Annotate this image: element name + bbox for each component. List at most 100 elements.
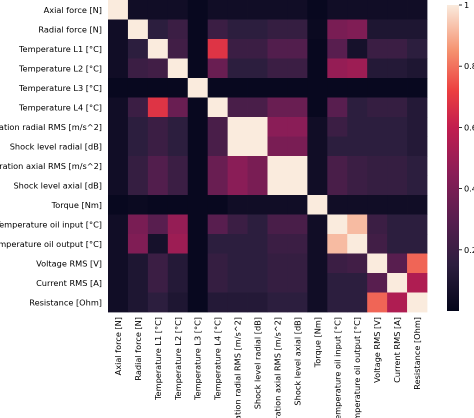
x-tick-label: Radial force [N]: [133, 317, 143, 381]
heatmap-cell: [227, 234, 248, 254]
heatmap-cell: [187, 292, 209, 313]
heatmap-cell: [367, 292, 388, 313]
heatmap-cell: [367, 97, 388, 118]
heatmap-cell: [227, 117, 248, 137]
heatmap-cell: [407, 136, 428, 157]
x-tick-label: Axial force [N]: [113, 317, 123, 375]
heatmap-cell: [147, 117, 169, 137]
heatmap-cell: [207, 19, 229, 40]
heatmap-cell: [287, 97, 308, 118]
heatmap-cell: [407, 19, 428, 40]
heatmap-cell: [127, 58, 149, 79]
heatmap-cell: [407, 39, 428, 59]
heatmap-cell: [227, 39, 248, 59]
heatmap-cell: [108, 175, 129, 196]
heatmap-cell: [167, 234, 189, 254]
x-tick-label: Vibration radial RMS [m/s^2]: [233, 317, 243, 418]
y-tick-label: Temperature L2 [°C]: [18, 63, 102, 73]
heatmap-cell: [127, 234, 149, 254]
heatmap-cell: [407, 97, 428, 118]
heatmap-cell: [147, 136, 169, 157]
heatmap-cell: [267, 78, 288, 98]
heatmap-cell: [207, 273, 229, 293]
heatmap-cell: [307, 156, 328, 176]
heatmap-cell: [327, 156, 348, 176]
heatmap-cell: [327, 0, 348, 20]
heatmap-cell: [247, 273, 268, 293]
heatmap-cell: [347, 39, 368, 59]
heatmap-cell: [207, 292, 229, 313]
heatmap-cell: [187, 195, 209, 215]
heatmap-cell: [247, 117, 268, 137]
heatmap-cell: [108, 214, 129, 235]
heatmap-cell: [307, 117, 328, 137]
heatmap-cell: [207, 97, 229, 118]
y-tick-label: Temperature oil input [°C]: [0, 219, 102, 229]
heatmap-cell: [187, 156, 209, 176]
heatmap-cell: [387, 292, 408, 313]
heatmap-cell: [108, 58, 129, 79]
heatmap-cell: [227, 136, 248, 157]
heatmap-cell: [347, 253, 368, 274]
heatmap-cell: [387, 117, 408, 137]
heatmap-cell: [307, 175, 328, 196]
heatmap-cell: [307, 19, 328, 40]
heatmap-cell: [267, 292, 288, 313]
heatmap-cell: [127, 273, 149, 293]
heatmap-cell: [387, 195, 408, 215]
heatmap-cell: [267, 39, 288, 59]
heatmap-cell: [407, 117, 428, 137]
heatmap-cell: [407, 0, 428, 20]
heatmap-cell: [307, 78, 328, 98]
heatmap-cell: [167, 19, 189, 40]
heatmap-cell: [167, 214, 189, 235]
x-tick-label: Shock level radial [dB]: [253, 317, 263, 409]
colorbar-tick-label: 0.6: [464, 122, 474, 132]
heatmap-cell: [327, 195, 348, 215]
x-tick-label: Voltage RMS [V]: [372, 317, 382, 383]
heatmap-cell: [147, 0, 169, 20]
heatmap-cell: [247, 292, 268, 313]
heatmap-cell: [108, 234, 129, 254]
heatmap-cell: [108, 195, 129, 215]
heatmap-cell: [347, 214, 368, 235]
x-tick-label: Temperature L1 [°C]: [153, 317, 163, 401]
heatmap-cell: [327, 78, 348, 98]
heatmap-cell: [387, 136, 408, 157]
heatmap-cell: [187, 39, 209, 59]
heatmap-cell: [267, 19, 288, 40]
heatmap-cell: [247, 195, 268, 215]
heatmap-cell: [287, 214, 308, 235]
heatmap-cell: [307, 214, 328, 235]
heatmap-cell: [367, 19, 388, 40]
heatmap-cell: [287, 0, 308, 20]
heatmap-cell: [147, 39, 169, 59]
heatmap-cell: [207, 175, 229, 196]
heatmap-cell: [108, 39, 129, 59]
heatmap-cell: [167, 0, 189, 20]
heatmap-cell: [287, 58, 308, 79]
heatmap-cell: [267, 234, 288, 254]
heatmap-cell: [127, 175, 149, 196]
heatmap-cell: [127, 19, 149, 40]
heatmap-cell: [247, 97, 268, 118]
heatmap-cell: [387, 78, 408, 98]
heatmap-cell: [187, 58, 209, 79]
heatmap-cell: [407, 58, 428, 79]
heatmap-cell: [247, 19, 268, 40]
heatmap-cell: [287, 136, 308, 157]
heatmap-cell: [167, 97, 189, 118]
heatmap-cell: [127, 136, 149, 157]
heatmap-cell: [367, 78, 388, 98]
heatmap-cell: [227, 292, 248, 313]
heatmap-cell: [247, 156, 268, 176]
heatmap-cell: [167, 253, 189, 274]
heatmap-cell: [367, 253, 388, 274]
x-tick-label: Temperature oil output [°C]: [352, 317, 362, 418]
heatmap-cell: [187, 273, 209, 293]
heatmap-cell: [147, 214, 169, 235]
heatmap-cell: [307, 39, 328, 59]
heatmap-cell: [207, 136, 229, 157]
heatmap-cell: [287, 292, 308, 313]
heatmap-cell: [287, 253, 308, 274]
